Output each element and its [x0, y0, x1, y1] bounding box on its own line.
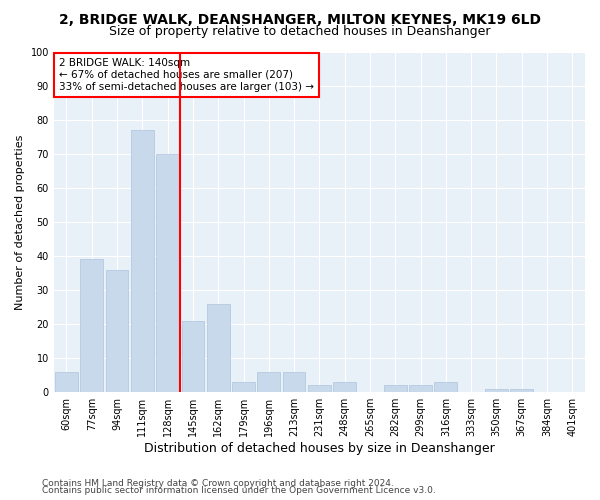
Text: 2, BRIDGE WALK, DEANSHANGER, MILTON KEYNES, MK19 6LD: 2, BRIDGE WALK, DEANSHANGER, MILTON KEYN… [59, 12, 541, 26]
Bar [257, 372, 280, 392]
Bar [232, 382, 255, 392]
Bar [511, 389, 533, 392]
Bar [80, 260, 103, 392]
Bar [182, 320, 205, 392]
Bar [485, 389, 508, 392]
Bar [207, 304, 230, 392]
Y-axis label: Number of detached properties: Number of detached properties [15, 134, 25, 310]
Text: 2 BRIDGE WALK: 140sqm
← 67% of detached houses are smaller (207)
33% of semi-det: 2 BRIDGE WALK: 140sqm ← 67% of detached … [59, 58, 314, 92]
Bar [434, 382, 457, 392]
Text: Contains HM Land Registry data © Crown copyright and database right 2024.: Contains HM Land Registry data © Crown c… [42, 478, 394, 488]
Bar [283, 372, 305, 392]
Bar [334, 382, 356, 392]
Bar [55, 372, 78, 392]
X-axis label: Distribution of detached houses by size in Deanshanger: Distribution of detached houses by size … [144, 442, 495, 455]
Bar [156, 154, 179, 392]
Bar [384, 386, 407, 392]
Bar [409, 386, 432, 392]
Bar [106, 270, 128, 392]
Text: Size of property relative to detached houses in Deanshanger: Size of property relative to detached ho… [109, 25, 491, 38]
Text: Contains public sector information licensed under the Open Government Licence v3: Contains public sector information licen… [42, 486, 436, 495]
Bar [308, 386, 331, 392]
Bar [131, 130, 154, 392]
